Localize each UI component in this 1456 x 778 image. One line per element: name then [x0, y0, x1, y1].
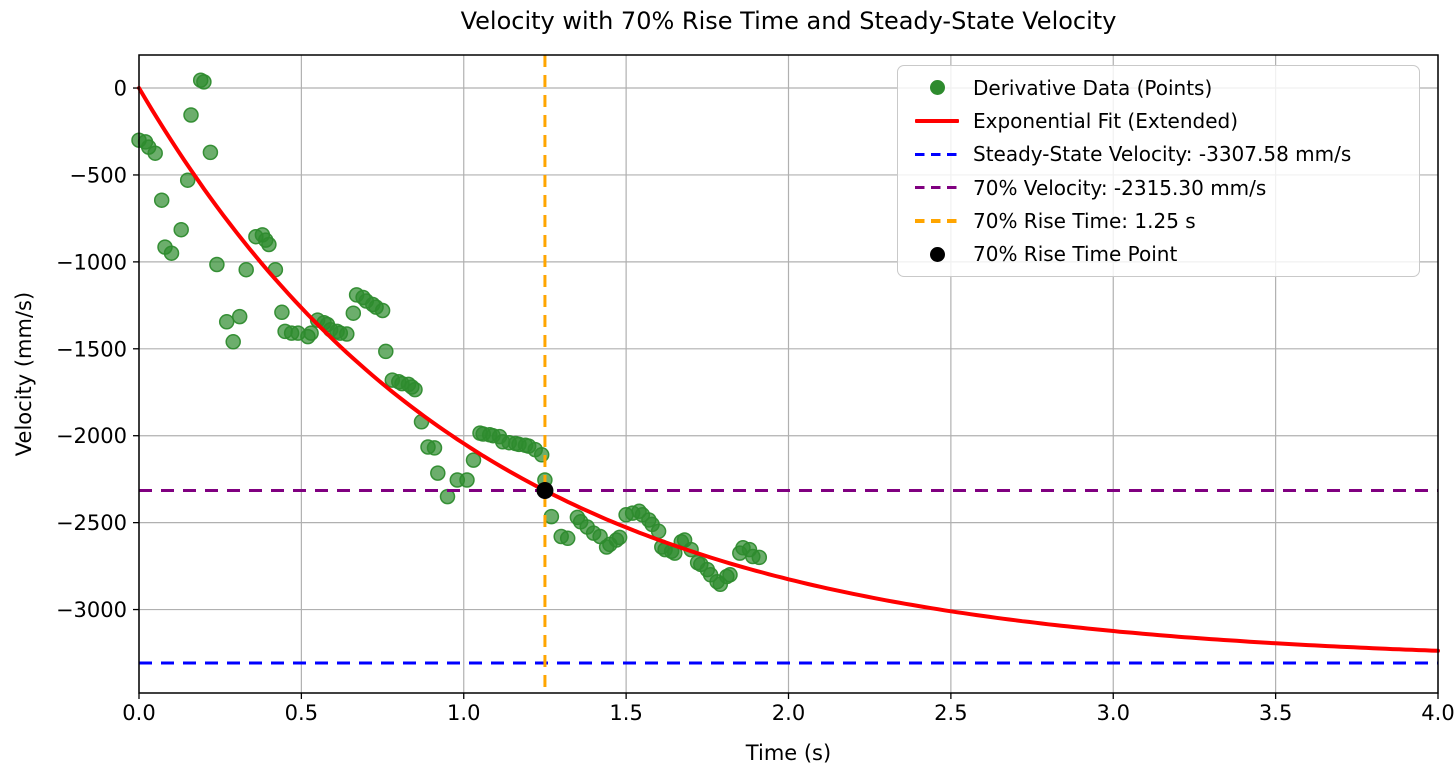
scatter-point [238, 261, 254, 278]
scatter-point [225, 334, 241, 350]
x-axis-label: Time (s) [745, 741, 832, 765]
x-tick-label: 0.5 [285, 701, 318, 725]
x-tick-label: 2.0 [772, 701, 805, 725]
scatter-point [345, 305, 362, 321]
solid-line-icon [915, 118, 959, 124]
scatter-point [611, 529, 628, 546]
legend-box: Derivative Data (Points) Exponential Fit… [897, 65, 1420, 277]
x-tick-label: 3.0 [1097, 701, 1130, 725]
scatter-point-icon [929, 80, 945, 96]
y-tick-label: 0 [114, 77, 127, 101]
scatter-point [231, 308, 248, 325]
x-tick-label: 3.5 [1259, 701, 1292, 725]
y-tick-label: −3000 [56, 598, 127, 622]
scatter-point [543, 508, 560, 525]
legend-item-steady-state-velocity: Steady-State Velocity: -3307.58 mm/s [908, 138, 1419, 171]
dashed-line-icon [915, 219, 959, 223]
scatter-point [173, 221, 189, 238]
legend-label: Derivative Data (Points) [973, 75, 1213, 100]
scatter-point [147, 145, 163, 161]
scatter-point [202, 144, 219, 161]
scatter-point [459, 472, 475, 488]
scatter-point [274, 304, 290, 321]
scatter-point [533, 447, 550, 463]
legend-item-70-rise-time-point: 70% Rise Time Point [908, 238, 1419, 271]
x-tick-label: 0.0 [122, 701, 155, 725]
scatter-point [183, 107, 199, 123]
scatter-point [218, 314, 235, 330]
scatter-point [426, 440, 443, 456]
scatter-point [209, 256, 225, 273]
x-tick-label: 1.5 [609, 701, 642, 725]
legend-item-exponential-fit: Exponential Fit (Extended) [908, 104, 1419, 137]
scatter-point [303, 325, 319, 341]
y-tick-label: −1000 [56, 250, 127, 274]
legend-label: 70% Rise Time: 1.25 s [973, 208, 1196, 233]
rise-time-point [536, 482, 554, 500]
scatter-point [163, 245, 180, 261]
exponential-fit-line [137, 86, 1440, 653]
dashed-line-icon [915, 152, 959, 157]
y-tick-label: −2500 [56, 511, 127, 535]
legend-item-derivative-data: Derivative Data (Points) [908, 71, 1419, 104]
y-axis-label: Velocity (mm/s) [12, 291, 36, 457]
legend-label: Steady-State Velocity: -3307.58 mm/s [973, 142, 1352, 167]
scatter-point [374, 302, 391, 319]
scatter-point [407, 381, 423, 398]
scatter-point [261, 236, 277, 253]
legend-label: 70% Velocity: -2315.30 mm/s [973, 175, 1267, 200]
legend-item-70-rise-time: 70% Rise Time: 1.25 s [908, 204, 1419, 237]
scatter-point [153, 192, 170, 208]
black-point-icon [929, 246, 945, 262]
y-tick-label: −2000 [56, 424, 127, 448]
scatter-point [179, 172, 196, 188]
scatter-point [751, 549, 768, 566]
scatter-point [378, 343, 394, 360]
scatter-point [196, 74, 212, 90]
legend-label: Exponential Fit (Extended) [973, 108, 1239, 133]
legend-item-70-velocity: 70% Velocity: -2315.30 mm/s [908, 171, 1419, 204]
x-tick-label: 4.0 [1421, 701, 1454, 725]
scatter-point [465, 452, 482, 468]
scatter-point [722, 567, 738, 583]
scatter-point [430, 465, 446, 481]
y-tick-label: −500 [69, 163, 127, 187]
y-tick-label: −1500 [56, 337, 127, 361]
scatter-point [559, 530, 576, 547]
legend-label: 70% Rise Time Point [973, 242, 1178, 267]
scatter-point [339, 326, 355, 342]
chart-title: Velocity with 70% Rise Time and Steady-S… [460, 7, 1117, 35]
dashed-line-icon [915, 185, 959, 190]
x-tick-label: 2.5 [934, 701, 967, 725]
x-tick-label: 1.0 [447, 701, 480, 725]
